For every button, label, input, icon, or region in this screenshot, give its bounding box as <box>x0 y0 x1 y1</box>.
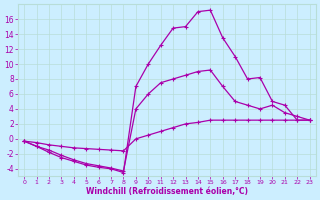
X-axis label: Windchill (Refroidissement éolien,°C): Windchill (Refroidissement éolien,°C) <box>86 187 248 196</box>
